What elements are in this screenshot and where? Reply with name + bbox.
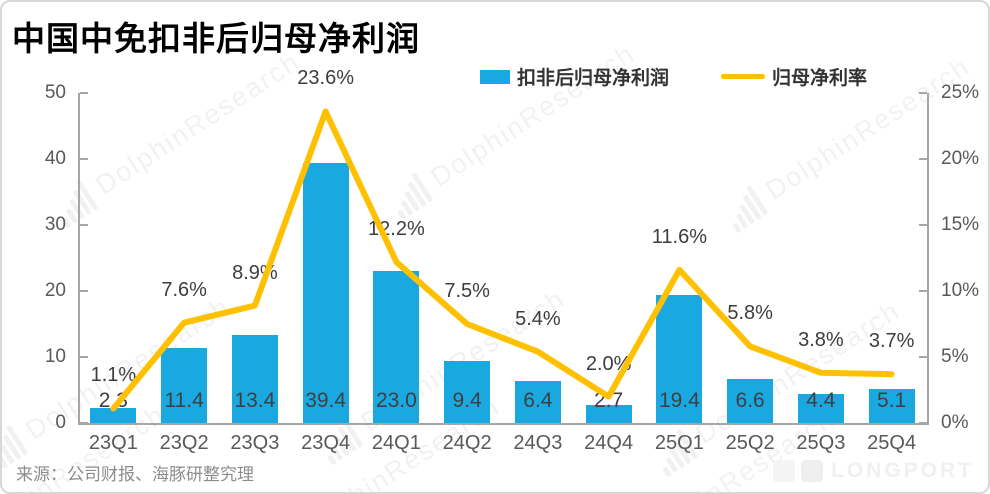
left-axis-tick-label: 40 (44, 148, 66, 169)
legend-item-bar-series: 扣非后归母净利润 (480, 63, 669, 90)
x-axis-category-label: 23Q2 (159, 432, 209, 454)
left-axis-tick-label: 50 (44, 82, 66, 103)
longport-logo: LONGPORT (773, 459, 974, 483)
line-value-label: 12.2% (368, 217, 425, 240)
left-axis-tick-label: 30 (44, 214, 66, 235)
x-axis-category-label: 24Q3 (513, 432, 563, 454)
longport-logo-icon (773, 460, 795, 482)
line-value-label: 3.7% (868, 330, 915, 353)
bar-value-label: 4.4 (806, 389, 836, 412)
bar-value-label: 39.4 (305, 389, 347, 412)
line-value-label: 5.8% (727, 302, 773, 325)
right-axis-tick-label: 25% (941, 82, 980, 103)
line-value-label: 11.6% (651, 225, 707, 248)
right-axis-tickmark (919, 422, 927, 424)
right-axis-tickmark (919, 290, 927, 292)
left-axis-tickmark (80, 158, 88, 160)
bar-value-label: 2.7 (594, 389, 624, 412)
line-value-label: 7.5% (444, 280, 490, 302)
x-axis-category-label: 25Q2 (725, 432, 775, 454)
bar-value-label: 5.1 (877, 389, 907, 412)
left-axis-line (78, 93, 80, 423)
bar-value-label: 6.4 (523, 389, 553, 412)
bar-series-swatch-icon (480, 69, 510, 84)
bar-value-label: 9.4 (452, 389, 482, 412)
line-value-label: 5.4% (515, 307, 561, 330)
right-axis-tick-label: 20% (941, 148, 980, 169)
bar-value-label: 19.4 (658, 389, 700, 412)
longport-logo-icon-2 (801, 460, 823, 482)
longport-logo-text: LONGPORT (831, 459, 974, 482)
x-axis-category-label: 24Q1 (371, 432, 421, 454)
right-axis-tickmark (919, 158, 927, 160)
x-axis-category-label: 24Q4 (584, 432, 634, 454)
x-axis-category-label: 25Q4 (867, 432, 917, 454)
x-axis-category-label: 24Q2 (442, 432, 492, 454)
left-axis-tickmark (80, 290, 88, 292)
right-axis-tick-label: 0% (941, 412, 969, 433)
x-axis-category-label: 23Q3 (230, 432, 280, 454)
source-note: 来源：公司财报、海豚研整究理 (16, 465, 254, 484)
chart-title: 中国中免扣非后归母净利润 (12, 20, 420, 57)
x-axis-line (78, 423, 929, 425)
bar-value-label: 23.0 (375, 389, 417, 412)
legend: 扣非后归母净利润 归母净利率 (480, 63, 867, 90)
right-axis-tick-label: 5% (941, 346, 969, 367)
right-axis-tick-label: 15% (941, 214, 980, 235)
right-axis-tickmark (919, 356, 927, 358)
right-axis-tickmark (919, 224, 927, 226)
left-axis-tick-label: 10 (44, 346, 66, 367)
left-axis-tick-label: 0 (55, 412, 66, 433)
line-value-label: 1.1% (90, 364, 137, 387)
bar (90, 407, 137, 423)
bar-value-label: 13.4 (234, 389, 276, 412)
legend-line-label: 归母净利率 (772, 68, 868, 89)
bar (302, 162, 349, 423)
left-axis-tickmark (80, 356, 88, 358)
bar-value-label: 2.3 (98, 389, 128, 412)
left-axis-tickmark (80, 224, 88, 226)
legend-item-line-series: 归母净利率 (721, 63, 867, 90)
x-axis-category-label: 25Q1 (654, 432, 704, 454)
left-axis-tick-label: 20 (44, 280, 66, 301)
left-axis-tickmark (80, 422, 88, 424)
legend-bar-label: 扣非后归母净利润 (517, 68, 670, 89)
right-axis-tick-label: 10% (941, 280, 980, 301)
line-series-swatch-icon (721, 74, 766, 79)
right-axis-line (927, 93, 929, 423)
x-axis-category-label: 25Q3 (796, 432, 846, 454)
x-axis-category-label: 23Q4 (301, 432, 351, 454)
line-value-label: 8.9% (232, 261, 278, 284)
bar-value-label: 6.6 (735, 389, 765, 412)
left-axis-tickmark (80, 92, 88, 94)
right-axis-tickmark (919, 92, 927, 94)
bar-value-label: 11.4 (164, 389, 204, 412)
x-axis-category-label: 23Q1 (88, 432, 138, 454)
line-value-label: 2.0% (585, 352, 632, 375)
line-value-label: 23.6% (297, 67, 354, 90)
